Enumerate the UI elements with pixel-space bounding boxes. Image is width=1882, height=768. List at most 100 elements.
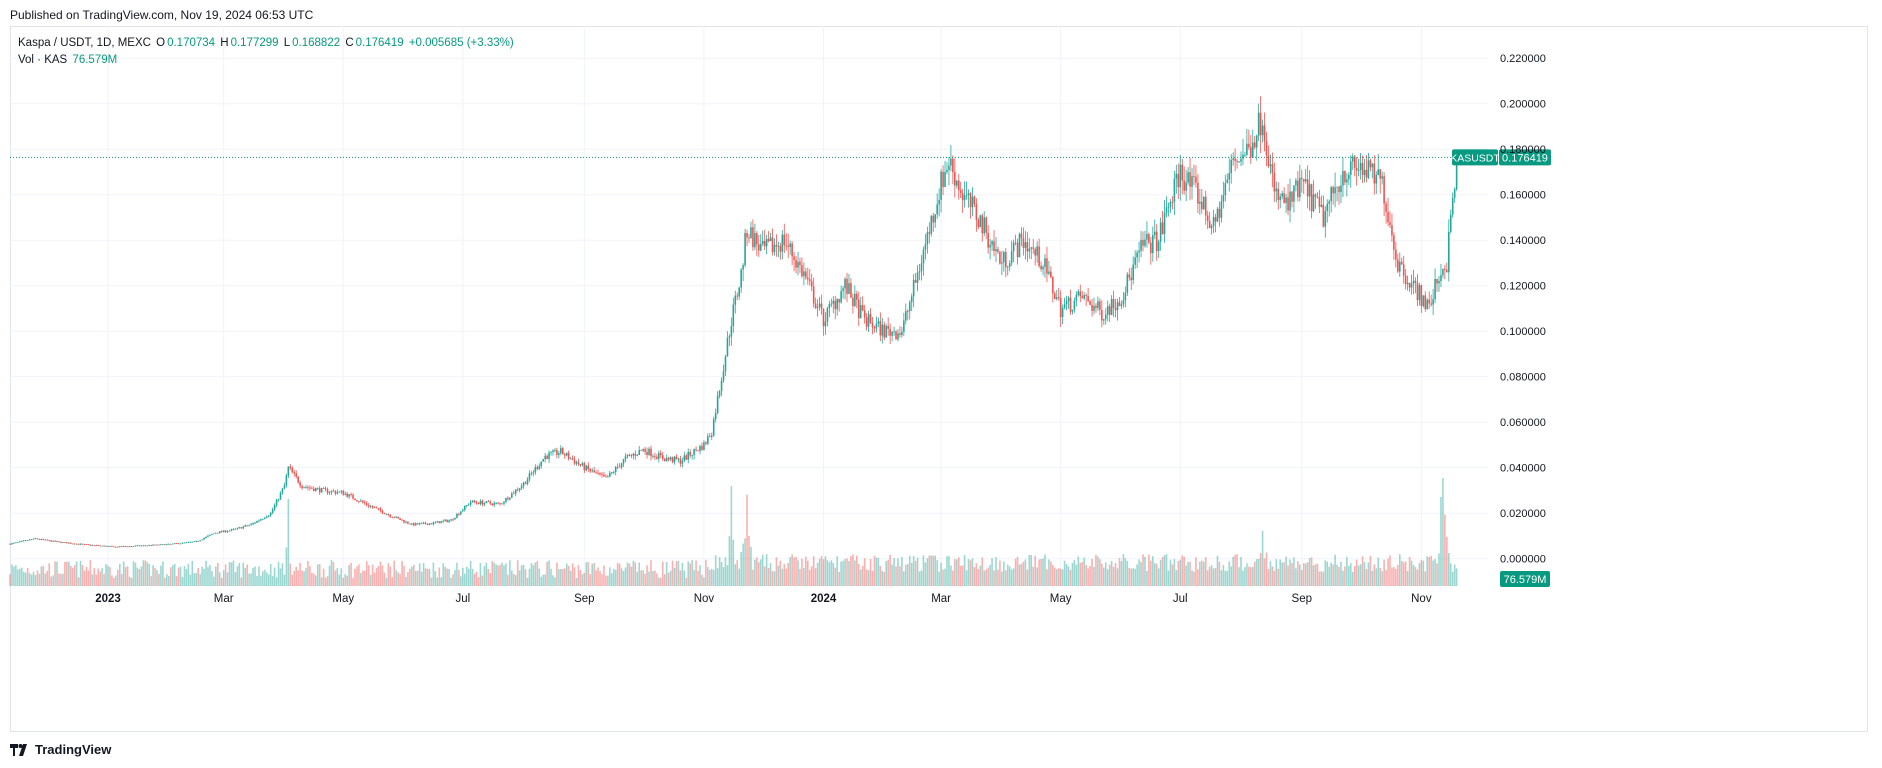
volume-badge	[1500, 571, 1550, 587]
volume-bar	[344, 574, 346, 586]
candle-body	[901, 331, 903, 336]
candle-body	[336, 492, 339, 494]
volume-bar	[1201, 560, 1203, 586]
candle-body	[444, 519, 446, 521]
volume-bar	[524, 569, 527, 586]
candle-body	[1304, 179, 1307, 182]
candle-body	[409, 523, 411, 525]
volume-bar	[1061, 569, 1064, 586]
legend-volume-value: 76.579M	[72, 54, 118, 66]
candle-body	[1420, 285, 1423, 306]
candle-body	[585, 465, 588, 471]
volume-bar	[365, 561, 368, 586]
candle-body	[1197, 182, 1199, 204]
volume-bar	[746, 494, 748, 586]
candle-body	[460, 511, 462, 515]
candle-body	[148, 545, 150, 546]
candle-body	[1432, 299, 1434, 305]
volume-bar	[605, 575, 607, 586]
volume-bar	[303, 571, 305, 586]
candle-body	[1312, 194, 1315, 212]
volume-bar	[73, 565, 76, 586]
volume-bar	[1028, 554, 1031, 586]
candle-body	[595, 472, 597, 474]
candle-body	[324, 488, 327, 490]
candle-body	[189, 541, 192, 543]
candle-body	[301, 485, 303, 489]
candle-body	[19, 541, 21, 543]
candle-body	[887, 325, 889, 329]
volume-bar	[1040, 558, 1042, 586]
candle-body	[271, 509, 274, 513]
volume-bar	[736, 560, 739, 586]
legend-symbol[interactable]: Kaspa / USDT, 1D, MEXC	[18, 37, 151, 49]
volume-bar	[1304, 563, 1307, 586]
candle-body	[75, 543, 78, 545]
volume-bar	[701, 574, 703, 586]
volume-bar	[183, 566, 186, 586]
candle-body	[64, 542, 66, 543]
candle-body	[681, 460, 684, 464]
candle-body	[1295, 180, 1297, 186]
candle-body	[1361, 162, 1364, 175]
chart-frame[interactable]	[10, 26, 1868, 732]
candlesticks	[9, 96, 1458, 548]
candle-body	[1355, 167, 1358, 171]
volume-bar	[918, 571, 921, 586]
candle-body	[1369, 160, 1372, 168]
candle-body	[252, 523, 254, 525]
volume-bar	[877, 558, 880, 586]
volume-bar	[542, 574, 544, 586]
volume-bar	[1275, 559, 1278, 586]
volume-bar	[136, 567, 139, 586]
candle-body	[97, 545, 100, 546]
volume-bar	[756, 557, 758, 586]
candle-body	[375, 507, 378, 509]
legend-volume-label[interactable]: Vol · KAS	[18, 54, 68, 66]
candle-body	[1271, 164, 1274, 173]
volume-bar	[120, 573, 123, 586]
volume-bar	[1099, 559, 1101, 586]
volume-bar	[171, 565, 174, 586]
candle-body	[969, 193, 972, 208]
volume-bar	[691, 560, 693, 586]
candle-body	[918, 271, 921, 273]
candle-body	[1126, 274, 1129, 293]
volume-bar	[1263, 558, 1266, 586]
volume-bar	[642, 570, 644, 586]
candle-body	[344, 493, 346, 495]
candle-body	[1114, 307, 1117, 311]
volume-bar	[514, 575, 517, 586]
volume-bar	[275, 577, 278, 586]
candle-body	[215, 532, 217, 534]
candle-body	[1240, 158, 1242, 162]
candle-body	[875, 323, 878, 329]
candle-body	[207, 535, 209, 537]
volume-bar	[1030, 555, 1033, 586]
candle-body	[511, 493, 513, 498]
volume-bar	[869, 558, 872, 586]
candle-body	[1199, 201, 1201, 204]
candle-body	[224, 530, 227, 533]
footer-brand[interactable]: TradingView	[10, 742, 111, 757]
volume-bar	[1306, 562, 1309, 586]
candle-body	[1293, 185, 1295, 202]
volume-bar	[328, 565, 331, 586]
candle-body	[1165, 207, 1168, 213]
candle-body	[734, 295, 737, 305]
candle-body	[881, 324, 884, 336]
candle-body	[267, 515, 270, 517]
volume-bar	[36, 570, 39, 586]
candle-body	[38, 539, 41, 540]
volume-bar	[1214, 567, 1217, 586]
candle-body	[1128, 274, 1131, 278]
candle-body	[997, 249, 999, 253]
volume-bar	[477, 577, 480, 586]
candle-body	[1402, 264, 1405, 276]
volume-bar	[797, 560, 799, 586]
candle-body	[1455, 157, 1458, 190]
candle-body	[469, 502, 472, 505]
volume-bar	[389, 566, 392, 586]
candle-body	[791, 243, 793, 257]
